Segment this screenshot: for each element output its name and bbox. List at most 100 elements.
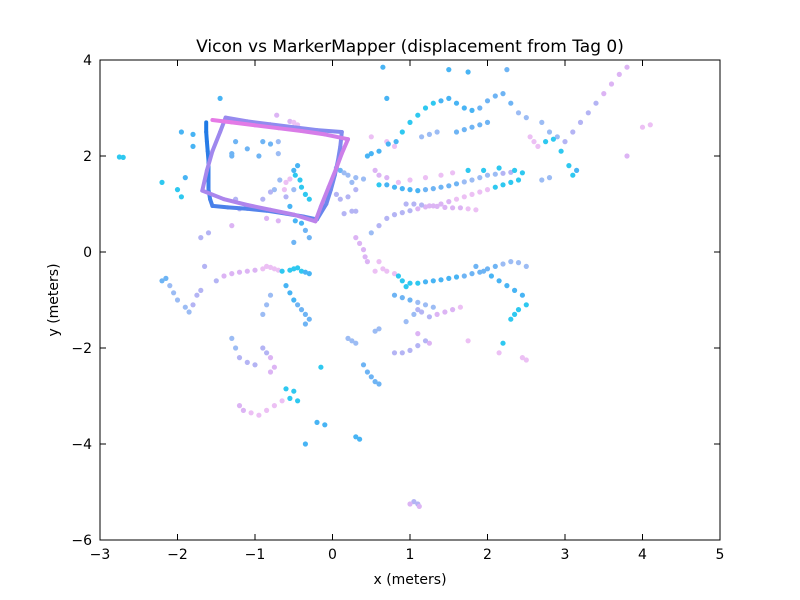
scatter-point <box>399 186 405 192</box>
scatter-point <box>415 280 421 286</box>
scatter-point <box>481 167 487 173</box>
scatter-point <box>415 188 421 194</box>
scatter-point <box>527 134 533 140</box>
scatter-point <box>345 172 351 178</box>
scatter-point <box>457 205 463 211</box>
scatter-point <box>608 81 615 87</box>
scatter-point <box>391 350 398 356</box>
scatter-point <box>504 283 510 289</box>
scatter-point <box>306 271 312 277</box>
scatter-point <box>419 309 425 315</box>
scatter-point <box>469 107 475 113</box>
trajectory-segment <box>334 151 344 170</box>
scatter-point <box>500 91 506 97</box>
scatter-point <box>302 441 308 447</box>
scatter-point <box>461 127 467 133</box>
scatter-point <box>511 311 518 317</box>
scatter-point <box>492 93 498 99</box>
scatter-point <box>267 369 274 375</box>
scatter-point <box>546 129 553 135</box>
scatter-point <box>426 340 432 346</box>
scatter-point <box>345 335 351 341</box>
scatter-point <box>353 434 359 440</box>
scatter-point <box>473 207 479 213</box>
scatter-point <box>399 278 405 284</box>
scatter-point <box>244 359 250 365</box>
x-tick-label: 0 <box>328 547 337 563</box>
scatter-point <box>345 194 351 200</box>
scatter-point <box>438 172 444 178</box>
y-tick-label: −6 <box>71 533 92 549</box>
scatter-point <box>407 187 413 193</box>
scatter-point <box>585 110 591 116</box>
scatter-point <box>380 266 386 272</box>
scatter-point <box>260 139 266 145</box>
scatter-point <box>260 266 266 272</box>
scatter-point <box>411 499 417 505</box>
scatter-point <box>287 395 293 401</box>
scatter-point <box>283 194 289 200</box>
scatter-point <box>523 357 529 363</box>
scatter-point <box>256 412 262 418</box>
scatter-point <box>360 362 367 368</box>
scatter-point <box>252 362 258 368</box>
scatter-point <box>236 403 243 409</box>
scatter-point <box>229 335 235 341</box>
scatter-point <box>496 350 502 356</box>
trajectory-segment <box>253 123 281 131</box>
scatter-point <box>267 264 274 270</box>
x-tick-label: 3 <box>561 547 570 563</box>
scatter-point <box>376 148 382 154</box>
scatter-point <box>236 355 243 361</box>
scatter-point <box>318 364 324 370</box>
scatter-point <box>357 240 363 246</box>
scatter-point <box>178 129 184 135</box>
scatter-point <box>202 263 208 269</box>
scatter-point <box>523 115 529 121</box>
scatter-point <box>271 403 277 409</box>
scatter-point <box>453 129 460 135</box>
scatter-point <box>353 208 359 214</box>
scatter-point <box>616 71 622 77</box>
scatter-point <box>624 153 630 159</box>
trajectory-segment <box>322 132 350 142</box>
scatter-point <box>539 177 545 183</box>
scatter-point <box>430 100 436 106</box>
scatter-point <box>461 273 467 279</box>
scatter-point <box>453 100 460 106</box>
scatter-point <box>353 187 359 193</box>
scatter-point <box>275 151 281 157</box>
scatter-point <box>422 187 429 193</box>
scatter-point <box>484 98 491 104</box>
scatter-point <box>283 386 289 392</box>
scatter-point <box>430 203 436 209</box>
scatter-point <box>364 369 370 375</box>
scatter-point <box>159 278 165 284</box>
scatter-point <box>543 139 549 145</box>
scatter-point <box>349 208 355 214</box>
scatter-point <box>395 179 401 185</box>
scatter-point <box>515 307 522 313</box>
trajectory-segment <box>223 115 250 124</box>
scatter-point <box>511 287 518 293</box>
scatter-point <box>267 355 274 361</box>
scatter-point <box>297 177 303 183</box>
scatter-point <box>376 326 382 332</box>
scatter-point <box>577 119 584 125</box>
scatter-point <box>496 278 502 284</box>
scatter-point <box>333 191 339 197</box>
scatter-point <box>430 278 436 284</box>
scatter-point <box>546 175 553 181</box>
scatter-point <box>415 206 421 212</box>
scatter-point <box>415 299 421 305</box>
scatter-point <box>639 124 646 130</box>
scatter-point <box>298 220 305 226</box>
x-tick-label: 4 <box>638 547 647 563</box>
scatter-point <box>492 263 498 269</box>
scatter-point <box>647 122 653 128</box>
scatter-point <box>275 139 281 145</box>
scatter-point <box>244 146 250 152</box>
scatter-point <box>360 176 367 182</box>
trajectory-segment <box>245 206 269 213</box>
